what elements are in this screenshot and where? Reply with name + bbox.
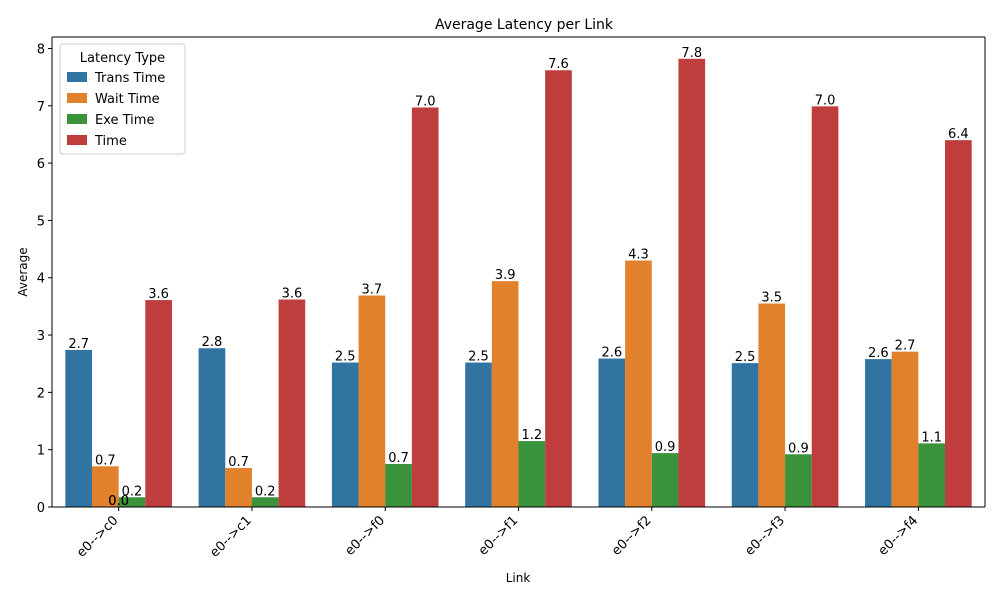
bar	[145, 300, 172, 507]
data-label: 7.0	[415, 95, 436, 110]
bar	[785, 454, 812, 507]
legend-box	[59, 43, 186, 155]
bar	[811, 106, 839, 507]
data-label: 0.2	[255, 484, 276, 499]
bar	[758, 303, 786, 507]
y-axis-label: Average	[16, 247, 30, 296]
bar	[678, 58, 706, 507]
legend-swatch	[67, 114, 87, 124]
bar	[91, 466, 119, 507]
data-label: 7.0	[815, 93, 836, 108]
y-tick-label: 5	[37, 214, 45, 229]
data-label: 0.7	[95, 453, 116, 468]
legend-swatch	[67, 135, 87, 145]
data-label: 3.6	[282, 287, 303, 302]
x-tick-label: e0-->f4	[876, 513, 922, 559]
data-label: 0.9	[655, 440, 676, 455]
x-tick-label: e0-->c1	[207, 513, 254, 560]
bar	[731, 363, 759, 507]
bar	[198, 348, 226, 507]
data-label: 2.6	[601, 346, 622, 361]
bar	[385, 464, 412, 507]
x-tick-label: e0-->f1	[476, 513, 522, 559]
bar	[118, 497, 146, 507]
legend-swatch	[67, 93, 87, 103]
data-label: 6.4	[948, 127, 969, 142]
y-tick-label: 6	[37, 157, 45, 172]
data-label: 1.1	[921, 430, 942, 445]
data-label: 7.6	[548, 57, 569, 72]
data-label: 2.5	[468, 350, 489, 365]
data-label: 3.7	[362, 283, 383, 298]
legend-title: Latency Type	[80, 51, 165, 66]
bar	[651, 453, 679, 507]
data-label: 0.2	[122, 484, 143, 499]
bar	[65, 349, 92, 507]
data-label: 2.5	[335, 350, 356, 365]
bar	[865, 359, 892, 507]
bar	[251, 497, 279, 507]
data-label: 7.8	[681, 46, 702, 61]
bar	[518, 441, 546, 507]
bar	[491, 281, 519, 507]
y-tick-label: 2	[37, 386, 45, 401]
bar	[918, 443, 946, 507]
x-tick-label: e0-->c0	[74, 513, 121, 560]
plot-area: 2.7 2.8 2.5 2.5 2.6 2.5 2.6 0.7 0.7 3.7 3.9 4.3 3.5 2…	[37, 36, 986, 561]
data-label: 2.7	[68, 337, 89, 352]
data-label: 2.5	[735, 350, 756, 365]
y-tick-label: 4	[37, 272, 45, 287]
chart-title: Average Latency per Link	[435, 17, 614, 33]
legend-label: Trans Time	[94, 71, 165, 86]
legend-label: Time	[94, 134, 127, 149]
data-label: 3.9	[495, 268, 516, 283]
x-axis-label: Link	[506, 571, 531, 585]
data-label: 0.7	[228, 455, 249, 470]
data-label: 3.5	[761, 291, 782, 306]
data-label: 2.7	[895, 339, 916, 354]
bar	[465, 362, 492, 507]
y-tick-label: 7	[37, 100, 45, 115]
legend-label: Wait Time	[95, 92, 160, 107]
data-label: 0.0	[108, 494, 129, 509]
x-tick-label: e0-->f0	[343, 513, 389, 559]
x-tick-label: e0-->f3	[742, 513, 788, 559]
y-tick-label: 8	[37, 42, 45, 57]
data-label: 0.0	[108, 494, 129, 509]
bar	[358, 295, 386, 507]
data-label: 1.2	[521, 428, 542, 443]
bar	[411, 107, 439, 507]
bar	[278, 299, 306, 507]
data-label: 0.9	[788, 441, 809, 456]
data-label: 2.6	[868, 346, 889, 361]
bar	[331, 362, 359, 507]
y-tick-label: 3	[37, 329, 45, 344]
bar	[545, 70, 572, 508]
data-label: 4.3	[628, 248, 649, 263]
legend-swatch	[67, 72, 87, 82]
bar	[891, 351, 919, 507]
bar	[598, 358, 626, 507]
y-tick-label: 0	[37, 501, 45, 516]
bar	[945, 140, 972, 508]
bar	[625, 260, 652, 507]
data-label: 2.8	[202, 335, 223, 350]
data-label: 3.6	[148, 287, 169, 302]
y-tick-label: 1	[37, 444, 45, 459]
data-label: 0.7	[388, 451, 409, 466]
bar	[225, 468, 252, 507]
legend-label: Exe Time	[95, 113, 154, 128]
x-tick-label: e0-->f2	[609, 513, 655, 559]
